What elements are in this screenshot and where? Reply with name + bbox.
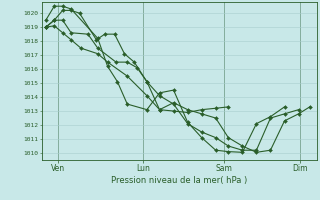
X-axis label: Pression niveau de la mer( hPa ): Pression niveau de la mer( hPa ) (111, 176, 247, 185)
